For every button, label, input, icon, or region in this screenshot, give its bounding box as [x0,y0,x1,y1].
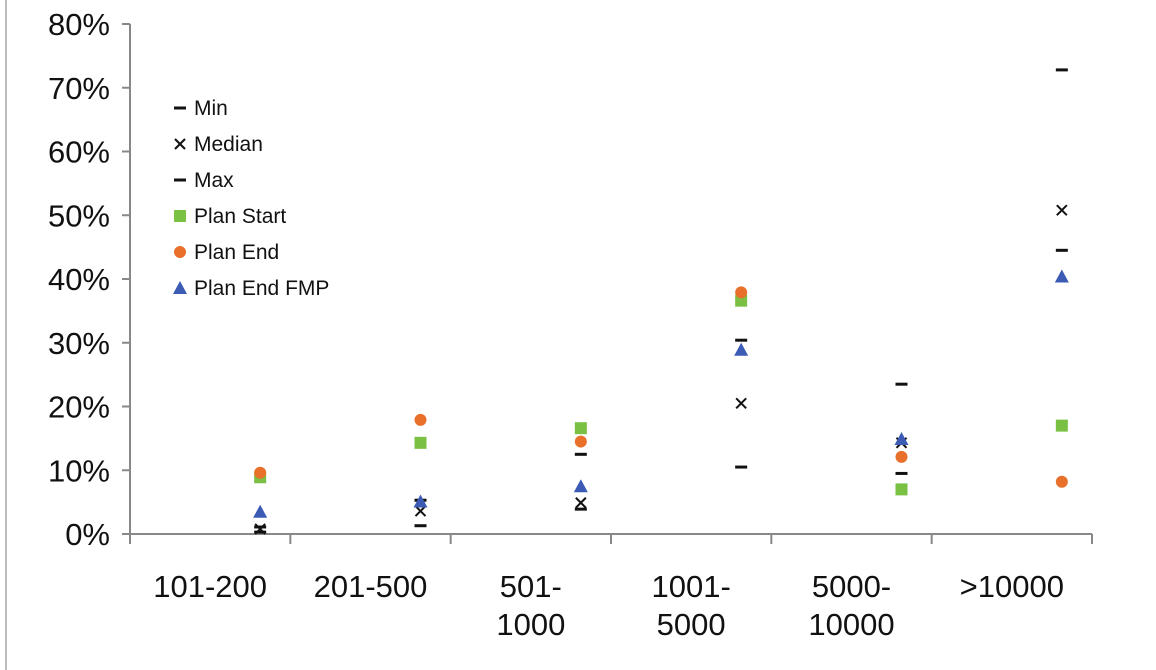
data-points [253,68,1069,535]
x-axis-ticks: 101-200 201-500 501-10001001-50005000-1000… [129,534,1093,642]
y-tick-label: 80% [48,7,110,42]
plan-end-point [895,450,908,463]
legend-label-min: Min [194,97,228,120]
x-category-label: 101-200 [153,569,267,604]
median-point [414,505,427,517]
x-category-label-line: 201-500 [314,569,428,604]
legend-marker-plan-end [174,246,186,258]
plan-end-fmp-point [894,432,909,446]
y-tick-label: 60% [48,135,110,170]
legend-label-plan-end-fmp: Plan End FMP [194,277,329,300]
x-category-label-line: 101-200 [153,569,267,604]
plan-start-point [574,422,587,435]
x-category-label: >10000 [960,569,1064,604]
plan-end-point [1055,475,1068,488]
x-category-label-line: 1001- [652,569,731,604]
x-category-label-line: 10000 [808,607,894,642]
legend-label-plan-end: Plan End [194,241,279,264]
legend-label-median: Median [194,133,263,156]
x-category-label-line: 501- [500,569,562,604]
x-category-label: 501-1000 [496,569,565,642]
plan-start-point [895,483,908,496]
plan-start-point [1055,419,1068,432]
plan-end-fmp-point [734,342,749,356]
legend-marker-plan-start [174,210,186,222]
y-tick-label: 30% [48,326,110,361]
legend-marker-plan-end-fmp [173,281,187,294]
median-point [575,497,587,509]
x-category-label: 1001-5000 [652,569,731,642]
y-tick-label: 10% [48,453,110,488]
y-tick-label: 20% [48,390,110,425]
plan-end-point [414,413,427,426]
y-axis-ticks: 0% 10% 20% 30% 40% 50% 60% 70% 80% [48,7,130,552]
x-category-label: 201-500 [314,569,428,604]
plan-end-point [254,466,267,479]
x-category-label-line: >10000 [960,569,1064,604]
y-tick-label: 70% [48,71,110,106]
median-point [1056,204,1068,216]
legend-label-max: Max [194,169,234,192]
x-category-label-line: 1000 [496,607,565,642]
legend: Min Median Max Plan Start Plan End Plan End F… [173,97,329,300]
plan-start-point [735,294,748,307]
plan-end-point [735,286,748,299]
plan-end-fmp-point [1054,269,1069,283]
x-category-label-line: 5000 [657,607,726,642]
legend-marker-median [174,138,186,150]
plan-end-point [574,435,587,448]
plan-end-fmp-point [413,494,428,508]
x-category-label-line: 5000- [812,569,891,604]
x-category-label: 5000-10000 [808,569,894,642]
y-tick-label: 50% [48,198,110,233]
y-tick-label: 0% [65,517,110,552]
y-tick-label: 40% [48,262,110,297]
plan-end-fmp-point [573,479,588,493]
median-point [735,397,747,410]
legend-label-plan-start: Plan Start [194,205,286,228]
plan-end-fmp-point [253,504,268,518]
plan-start-point [414,436,427,449]
